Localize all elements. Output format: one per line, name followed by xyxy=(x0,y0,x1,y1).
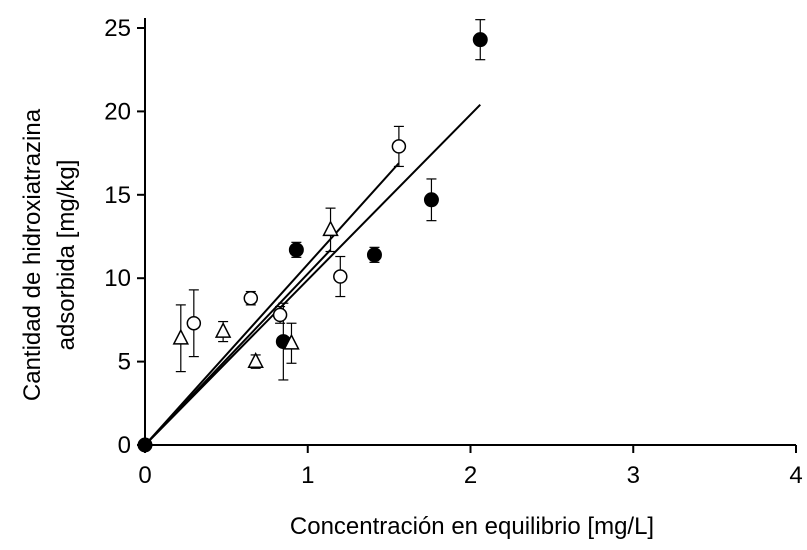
data-point-open-triangle xyxy=(247,351,264,368)
y-tick-label: 0 xyxy=(118,432,131,459)
data-point-filled-circle xyxy=(366,247,382,263)
x-axis-title: Concentración en equilibrio [mg/L] xyxy=(290,513,654,540)
x-tick-label: 3 xyxy=(627,462,640,489)
data-point-open-triangle xyxy=(172,328,190,345)
fit-line-series-2 xyxy=(144,162,400,446)
y-tick-label: 15 xyxy=(104,182,131,209)
data-point-open-circle xyxy=(272,307,288,323)
fit-lines xyxy=(144,104,481,446)
x-tick-label: 4 xyxy=(789,462,802,489)
y-axis-ticks: 0 5 10 15 20 25 xyxy=(104,15,145,459)
fit-line-series-1 xyxy=(144,104,481,446)
y-axis-title-line-1: Cantidad de hidroxiatrazina xyxy=(19,108,46,401)
data-point-open-circle xyxy=(186,315,202,331)
data-point-open-circle xyxy=(391,139,407,154)
data-markers xyxy=(137,32,488,453)
data-point-open-triangle xyxy=(214,321,232,338)
data-point-filled-circle xyxy=(288,242,304,258)
x-tick-label: 1 xyxy=(301,462,314,489)
data-point-open-circle xyxy=(243,290,259,306)
x-tick-label: 2 xyxy=(464,462,477,489)
axes xyxy=(144,18,796,446)
x-axis-ticks: 0 1 2 3 4 xyxy=(138,445,803,489)
data-point-filled-circle xyxy=(472,32,488,48)
y-tick-label: 20 xyxy=(104,98,131,125)
fit-line-series-3 xyxy=(144,249,332,446)
y-tick-label: 5 xyxy=(118,349,131,376)
data-point-open-triangle xyxy=(322,220,339,237)
data-point-open-circle xyxy=(333,269,348,284)
x-tick-label: 0 xyxy=(138,462,151,489)
y-axis-title-line-2: adsorbida [mg/kg] xyxy=(53,160,80,351)
y-axis-title: Cantidad de hidroxiatrazina adsorbida [m… xyxy=(19,108,80,401)
data-point-filled-circle xyxy=(423,192,439,208)
y-tick-label: 25 xyxy=(104,15,131,42)
data-point-open-triangle xyxy=(283,333,300,350)
y-tick-label: 10 xyxy=(104,265,131,292)
